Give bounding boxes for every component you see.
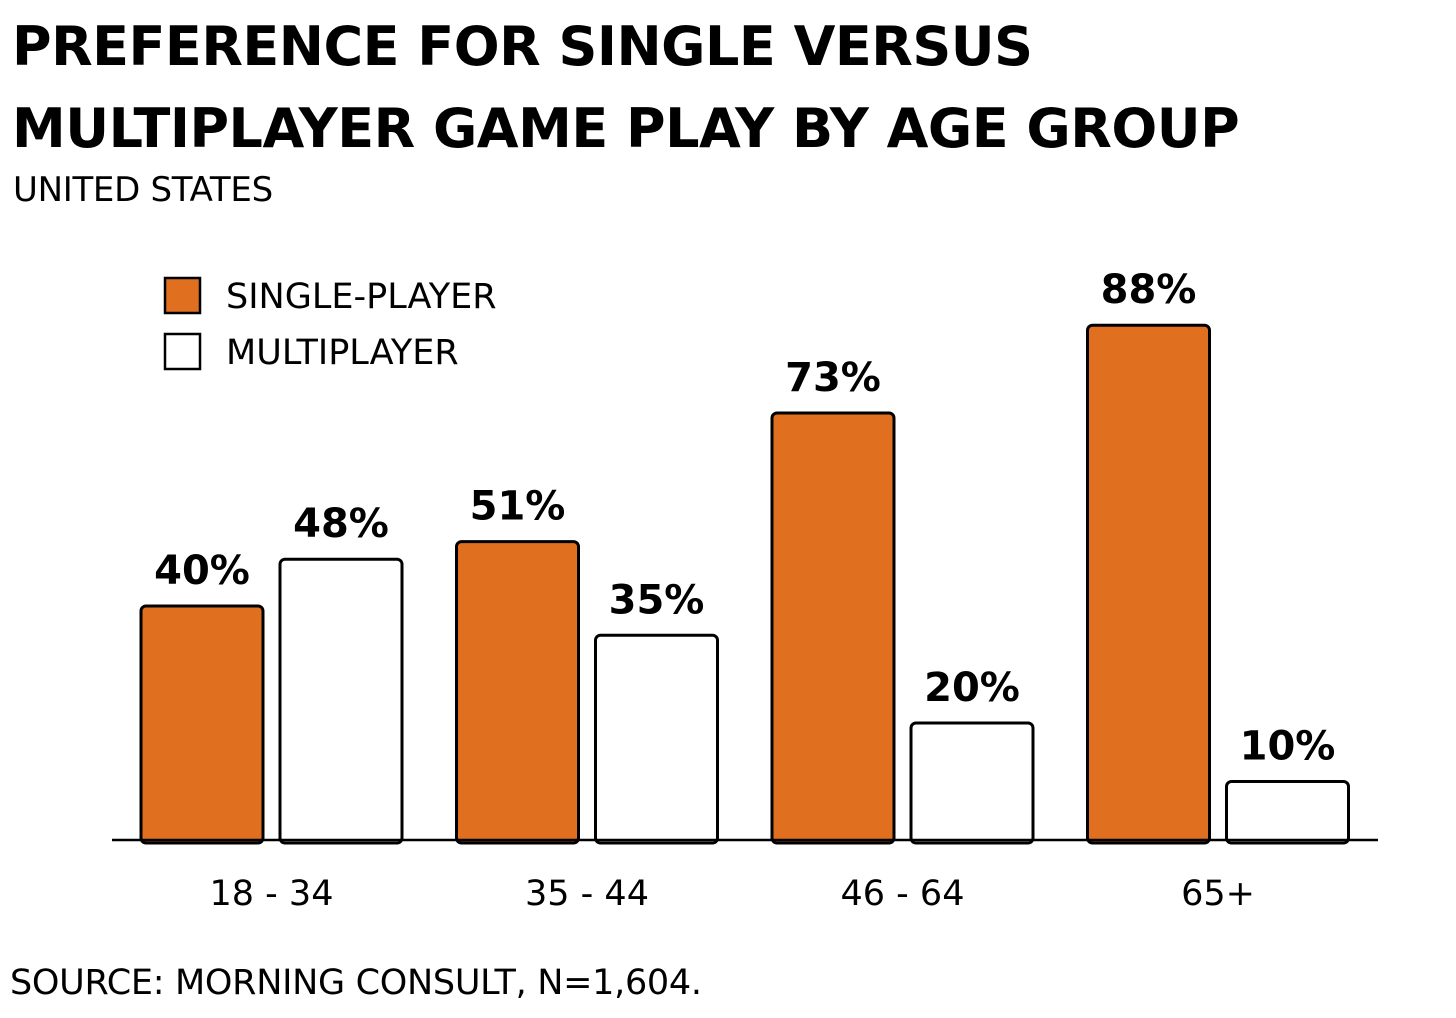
x-tick-label-3: 46 - 64: [841, 874, 965, 914]
legend-swatch-multi: [163, 332, 202, 371]
bar-value-labels: 40% 48% 51% 35% 73% 20% 88% 10%: [154, 267, 1335, 769]
chart-subtitle: UNITED STATES: [13, 170, 273, 210]
value-label-single-2: 51%: [470, 484, 566, 530]
bar-single-2: [455, 540, 580, 845]
x-tick-label-4: 65+: [1181, 874, 1255, 914]
value-label-single-3: 73%: [785, 355, 881, 401]
bar-single-3: [770, 411, 896, 845]
bar-multi-3: [909, 721, 1035, 845]
value-label-multi-2: 35%: [609, 577, 705, 623]
legend-label-single: SINGLE-PLAYER: [226, 277, 497, 317]
value-label-single-1: 40%: [154, 548, 250, 594]
x-tick-label-1: 18 - 34: [210, 874, 334, 914]
bar-single-1: [139, 604, 265, 845]
value-label-single-4: 88%: [1101, 267, 1197, 313]
value-label-multi-4: 10%: [1240, 724, 1336, 770]
legend: SINGLE-PLAYER MULTIPLAYER: [163, 276, 497, 373]
bar-multi-1: [278, 557, 404, 845]
legend-label-multi: MULTIPLAYER: [226, 333, 459, 373]
source-note: SOURCE: MORNING CONSULT, N=1,604.: [10, 963, 702, 1003]
chart-title: PREFERENCE FOR SINGLE VERSUS MULTIPLAYER…: [12, 15, 1240, 160]
x-tick-label-2: 35 - 44: [525, 874, 649, 914]
value-label-multi-1: 48%: [293, 501, 389, 547]
legend-swatch-single: [163, 276, 202, 315]
bar-multi-2: [594, 633, 719, 845]
bars: [139, 323, 1350, 845]
bar-single-4: [1086, 323, 1211, 845]
value-label-multi-3: 20%: [924, 665, 1020, 711]
bar-multi-4: [1225, 780, 1350, 845]
x-axis-tick-labels: 18 - 34 35 - 44 46 - 64 65+: [210, 874, 1255, 914]
